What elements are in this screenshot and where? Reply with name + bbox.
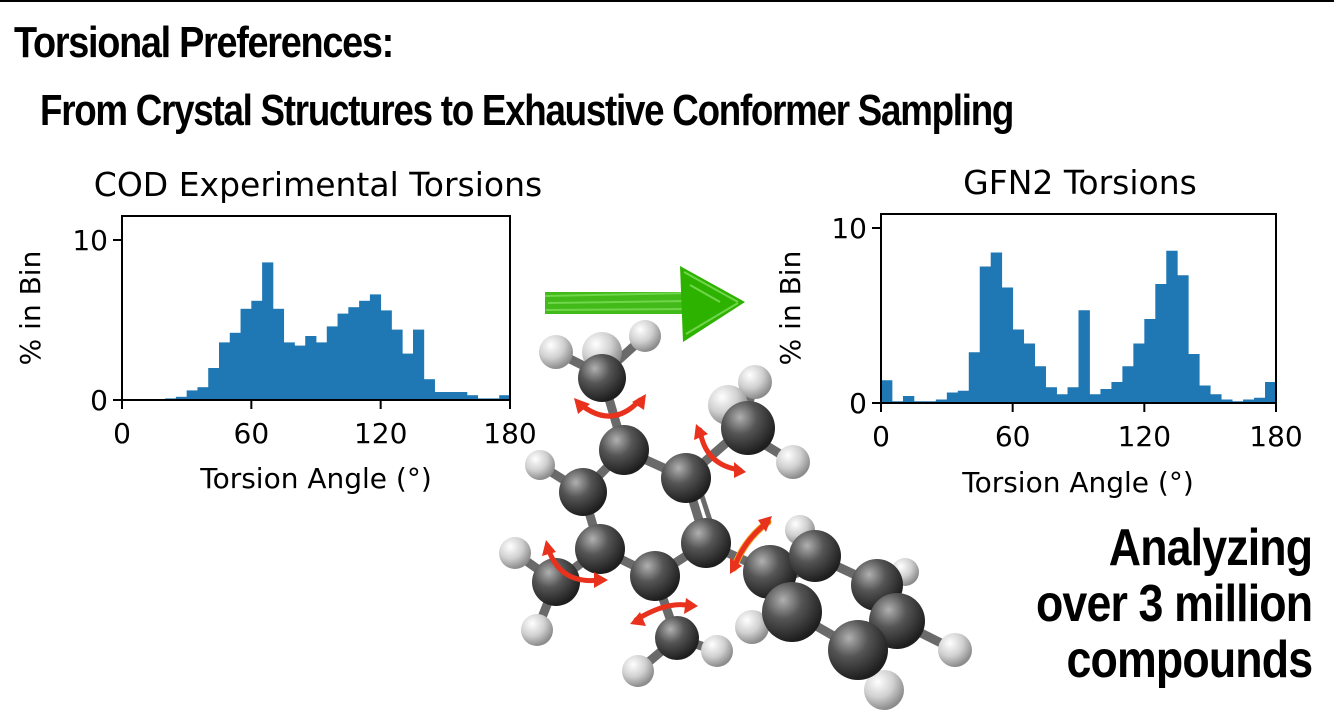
chart-cod-bar: [316, 342, 328, 400]
chart-gfn2-bar: [1056, 394, 1068, 403]
chart-gfn2-bar: [902, 396, 915, 403]
chart-gfn2-bar: [1067, 387, 1079, 403]
chart-cod-bar: [175, 396, 188, 400]
chart-cod-title: COD Experimental Torsions: [94, 165, 542, 204]
chart-cod-ylabel: % in Bin: [14, 251, 47, 366]
chart-cod-bar: [326, 326, 338, 400]
page-subtitle: From Crystal Structures to Exhaustive Co…: [40, 86, 1014, 135]
page-title: Torsional Preferences:: [14, 18, 394, 67]
chart-gfn2-bar: [1144, 319, 1156, 403]
chart-cod-bar: [359, 300, 371, 400]
chart-cod-bar: [499, 395, 511, 400]
chart-gfn2-bar: [1001, 287, 1014, 403]
chart-cod-bar: [391, 329, 403, 400]
chart-cod-bar: [337, 313, 349, 400]
chart-gfn2-bar: [1265, 382, 1277, 403]
chart-gfn2-xtick-label: 180: [1249, 420, 1302, 453]
chart-gfn2-bars: [881, 250, 1277, 403]
chart-cod-xtick-label: 180: [483, 417, 536, 450]
chart-cod-bar: [229, 332, 241, 400]
chart-gfn2-ticks: 0 60 120 180 0 10: [831, 212, 1302, 453]
chart-gfn2-ytick-label: 10: [831, 212, 867, 245]
chart-gfn2-bar: [935, 399, 948, 403]
chart-cod: COD Experimental Torsions 0 60 120 180 0 10 T…: [14, 165, 542, 495]
chart-cod-bar: [445, 392, 457, 400]
chart-gfn2-bar: [1111, 382, 1123, 403]
chart-gfn2-bar: [1089, 394, 1101, 403]
chart-cod-bar: [294, 345, 306, 400]
chart-cod-bar: [262, 262, 274, 400]
tagline-line: compounds: [1066, 631, 1313, 689]
molecule-illustration: [499, 320, 972, 710]
chart-gfn2-xlabel: Torsion Angle (°): [961, 466, 1194, 499]
chart-cod-bar: [466, 395, 479, 400]
chart-gfn2-bar: [1133, 343, 1145, 403]
chart-cod-ticks: 0 60 120 180 0 10: [72, 224, 536, 450]
chart-cod-xtick-label: 0: [113, 417, 131, 450]
tagline-line: over 3 million: [1035, 575, 1313, 633]
chart-gfn2-bar: [1166, 250, 1178, 403]
chart-cod-bar: [305, 336, 317, 400]
chart-cod-bar: [197, 387, 209, 400]
chart-cod-bar: [208, 368, 220, 400]
chart-gfn2-bar: [1210, 394, 1222, 403]
top-border: [0, 0, 1334, 2]
chart-cod-bar: [272, 308, 285, 400]
chart-gfn2-bar: [881, 380, 893, 403]
chart-gfn2-bar: [1023, 343, 1036, 403]
chart-gfn2-bar: [1188, 354, 1200, 403]
chart-gfn2-bar: [1034, 366, 1046, 403]
chart-cod-bar: [380, 310, 392, 400]
chart-cod-bar: [402, 353, 414, 400]
chart-gfn2-bar: [1199, 385, 1211, 403]
chart-gfn2-frame: [880, 213, 1277, 404]
chart-cod-bar: [434, 392, 446, 400]
chart-gfn2-bar: [946, 392, 959, 403]
chart-gfn2-bar: [1254, 397, 1266, 403]
chart-gfn2-bar: [968, 352, 981, 403]
chart-gfn2-bar: [1100, 389, 1112, 403]
chart-cod-bar: [369, 294, 382, 400]
chart-gfn2: GFN2 Torsions 0 60 120 180 0 10 Torsion Angle…: [774, 163, 1303, 499]
chart-cod-bar: [456, 392, 468, 400]
chart-cod-bar: [283, 342, 295, 400]
chart-gfn2-title: GFN2 Torsions: [963, 163, 1197, 202]
chart-gfn2-xtick-label: 120: [1118, 420, 1171, 453]
chart-gfn2-bar: [1045, 387, 1057, 403]
chart-gfn2-bar: [1122, 366, 1134, 403]
chart-gfn2-bar: [1221, 399, 1233, 403]
chart-gfn2-bar: [1243, 399, 1255, 403]
chart-gfn2-xtick-label: 60: [995, 420, 1031, 453]
chart-cod-bar: [219, 342, 231, 400]
chart-gfn2-bar: [1078, 310, 1090, 403]
chart-cod-bars: [165, 262, 511, 400]
chart-cod-ytick-label: 0: [90, 384, 108, 417]
chart-cod-bar: [240, 308, 252, 400]
tagline-line: Analyzing: [1108, 519, 1313, 577]
tagline: Analyzing over 3 million compounds: [991, 519, 1313, 689]
chart-cod-xtick-label: 60: [234, 417, 270, 450]
chart-cod-xtick-label: 120: [354, 417, 407, 450]
chart-gfn2-bar: [979, 266, 992, 403]
chart-gfn2-bar: [957, 390, 970, 403]
chart-gfn2-ylabel: % in Bin: [774, 251, 807, 366]
chart-cod-bar: [413, 329, 425, 400]
chart-cod-xlabel: Torsion Angle (°): [199, 462, 432, 495]
chart-gfn2-ytick-label: 0: [849, 387, 867, 420]
chart-gfn2-bar: [1177, 275, 1189, 403]
chart-cod-frame: [121, 215, 511, 401]
chart-cod-bar: [423, 379, 435, 400]
chart-cod-bar: [251, 300, 263, 400]
chart-gfn2-bar: [1155, 284, 1167, 403]
chart-gfn2-xtick-label: 0: [872, 420, 890, 453]
chart-cod-bar: [348, 307, 360, 400]
chart-cod-bar: [186, 390, 198, 400]
chart-gfn2-bar: [990, 252, 1003, 403]
green-arrow-icon: [544, 266, 745, 342]
chart-cod-ytick-label: 10: [72, 224, 108, 257]
chart-gfn2-bar: [1012, 329, 1025, 403]
